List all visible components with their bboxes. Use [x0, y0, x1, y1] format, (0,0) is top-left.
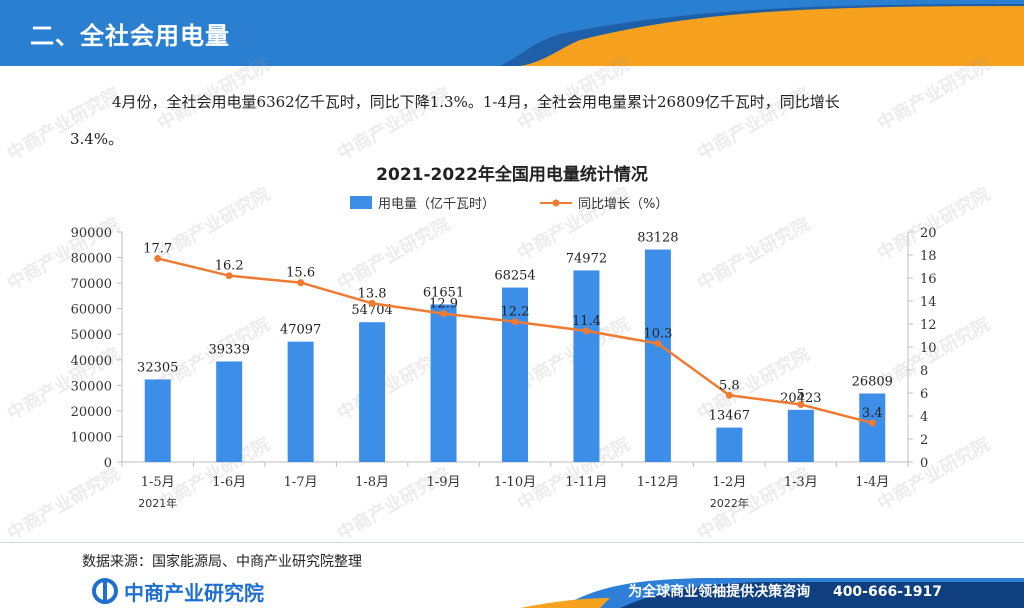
growth-value-label: 15.6	[286, 266, 315, 281]
growth-value-label: 3.4	[862, 406, 883, 421]
year-label: 2021年	[138, 496, 177, 510]
growth-point	[582, 327, 590, 335]
x-tick-label: 1-9月	[427, 475, 461, 490]
chart: 用电量（亿千瓦时） 同比增长（%） 0 10000 20000 30000 40000 500…	[71, 196, 937, 510]
bar	[359, 322, 386, 462]
growth-value-label: 5.8	[719, 378, 740, 393]
data-source: 数据来源：国家能源局、中商产业研究院整理	[82, 554, 362, 570]
growth-value-label: 13.8	[358, 286, 387, 301]
bar-value-label: 68254	[494, 269, 535, 284]
growth-value-label: 5	[797, 388, 805, 403]
y-tick-label-right: 0	[920, 456, 928, 471]
bar	[573, 270, 600, 462]
bar-value-label: 47097	[280, 323, 321, 338]
footer-divider	[0, 542, 1024, 543]
y-tick-label-right: 4	[920, 410, 928, 425]
year-label: 2022年	[710, 496, 749, 510]
y-tick-label-left: 70000	[71, 277, 112, 292]
growth-value-label: 17.7	[143, 241, 172, 256]
bar	[144, 379, 171, 462]
bar-value-label: 39339	[209, 342, 250, 357]
bar-value-label: 32305	[137, 360, 178, 375]
bar	[287, 341, 314, 462]
growth-value-label: 10.3	[643, 327, 672, 342]
growth-point	[725, 391, 733, 399]
slogan-text: 为全球商业领袖提供决策咨询	[628, 584, 811, 600]
growth-value-label: 11.4	[572, 314, 601, 329]
x-tick-label: 1-12月	[637, 475, 679, 490]
x-tick-label: 1-11月	[565, 475, 607, 490]
x-tick-label: 1-2月	[712, 475, 746, 490]
y-tick-label-right: 12	[920, 318, 937, 333]
logo-text: 中商产业研究院	[124, 580, 264, 605]
growth-point	[154, 254, 162, 262]
growth-point	[797, 401, 805, 408]
y-tick-label-left: 40000	[71, 354, 112, 369]
y-tick-label-right: 6	[920, 387, 928, 402]
x-tick-label: 1-7月	[284, 475, 318, 490]
y-tick-label-left: 20000	[71, 405, 112, 420]
y-tick-label-left: 80000	[71, 252, 112, 267]
y-tick-label-left: 10000	[71, 430, 112, 445]
growth-point	[440, 310, 448, 318]
bar	[787, 409, 814, 462]
legend-bar-swatch	[350, 196, 372, 209]
section-title: 二、全社会用电量	[30, 22, 230, 50]
growth-point	[654, 340, 662, 348]
summary-line-1: 4月份，全社会用电量6362亿千瓦时，同比下降1.3%。1-4月，全社会用电量累…	[112, 93, 840, 111]
y-tick-label-left: 30000	[71, 379, 112, 394]
x-tick-label: 1-10月	[494, 475, 536, 490]
logo-icon	[92, 578, 118, 604]
x-tick-label: 1-3月	[784, 475, 818, 490]
summary-line-2: 3.4%。	[70, 130, 124, 148]
footer-slogan: 为全球商业领袖提供决策咨询 400-666-1917	[610, 581, 942, 601]
bar-value-label: 74972	[566, 251, 607, 266]
y-tick-label-right: 14	[920, 295, 937, 310]
bar-value-label: 54704	[351, 303, 392, 318]
bar	[216, 361, 243, 462]
x-tick-label: 1-6月	[212, 475, 246, 490]
growth-value-label: 16.2	[215, 259, 244, 274]
bar	[716, 427, 743, 462]
x-tick-label: 1-5月	[141, 475, 175, 490]
bar	[502, 287, 528, 462]
bar-value-label: 26809	[852, 374, 893, 389]
growth-point	[511, 318, 519, 326]
header-background	[0, 0, 1024, 66]
bar	[859, 393, 886, 462]
growth-point	[297, 279, 305, 287]
y-tick-label-right: 20	[920, 226, 937, 241]
y-tick-label-left: 0	[104, 456, 112, 471]
header-banner: 二、全社会用电量	[0, 0, 1024, 66]
y-tick-label-right: 16	[920, 272, 937, 287]
bar-value-label: 13467	[709, 409, 750, 424]
growth-point	[225, 272, 233, 280]
legend-line-label: 同比增长（%）	[578, 197, 668, 212]
y-tick-label-right: 8	[920, 364, 928, 379]
growth-point	[868, 419, 876, 427]
y-tick-label-right: 10	[920, 341, 937, 356]
chart-title: 2021-2022年全国用电量统计情况	[376, 165, 648, 185]
y-tick-label-right: 18	[920, 249, 937, 264]
growth-point	[368, 299, 376, 307]
x-tick-label: 1-8月	[355, 475, 389, 490]
company-logo: 中商产业研究院	[92, 577, 264, 605]
bar-value-label: 83128	[637, 231, 678, 246]
phone-number: 400-666-1917	[832, 584, 942, 600]
legend-bar-label: 用电量（亿千瓦时）	[378, 197, 495, 212]
x-tick-label: 1-4月	[855, 475, 889, 490]
bar-value-label: 61651	[423, 285, 464, 300]
bar	[644, 249, 671, 462]
legend-line-marker	[552, 199, 560, 207]
y-tick-label-right: 2	[920, 433, 928, 448]
bar	[430, 304, 457, 462]
y-tick-label-left: 60000	[71, 303, 112, 318]
growth-value-label: 12.2	[501, 305, 530, 320]
y-tick-label-left: 90000	[71, 226, 112, 241]
growth-value-label: 12.9	[429, 297, 458, 312]
y-tick-label-left: 50000	[71, 328, 112, 343]
footer-bar	[0, 576, 1024, 608]
